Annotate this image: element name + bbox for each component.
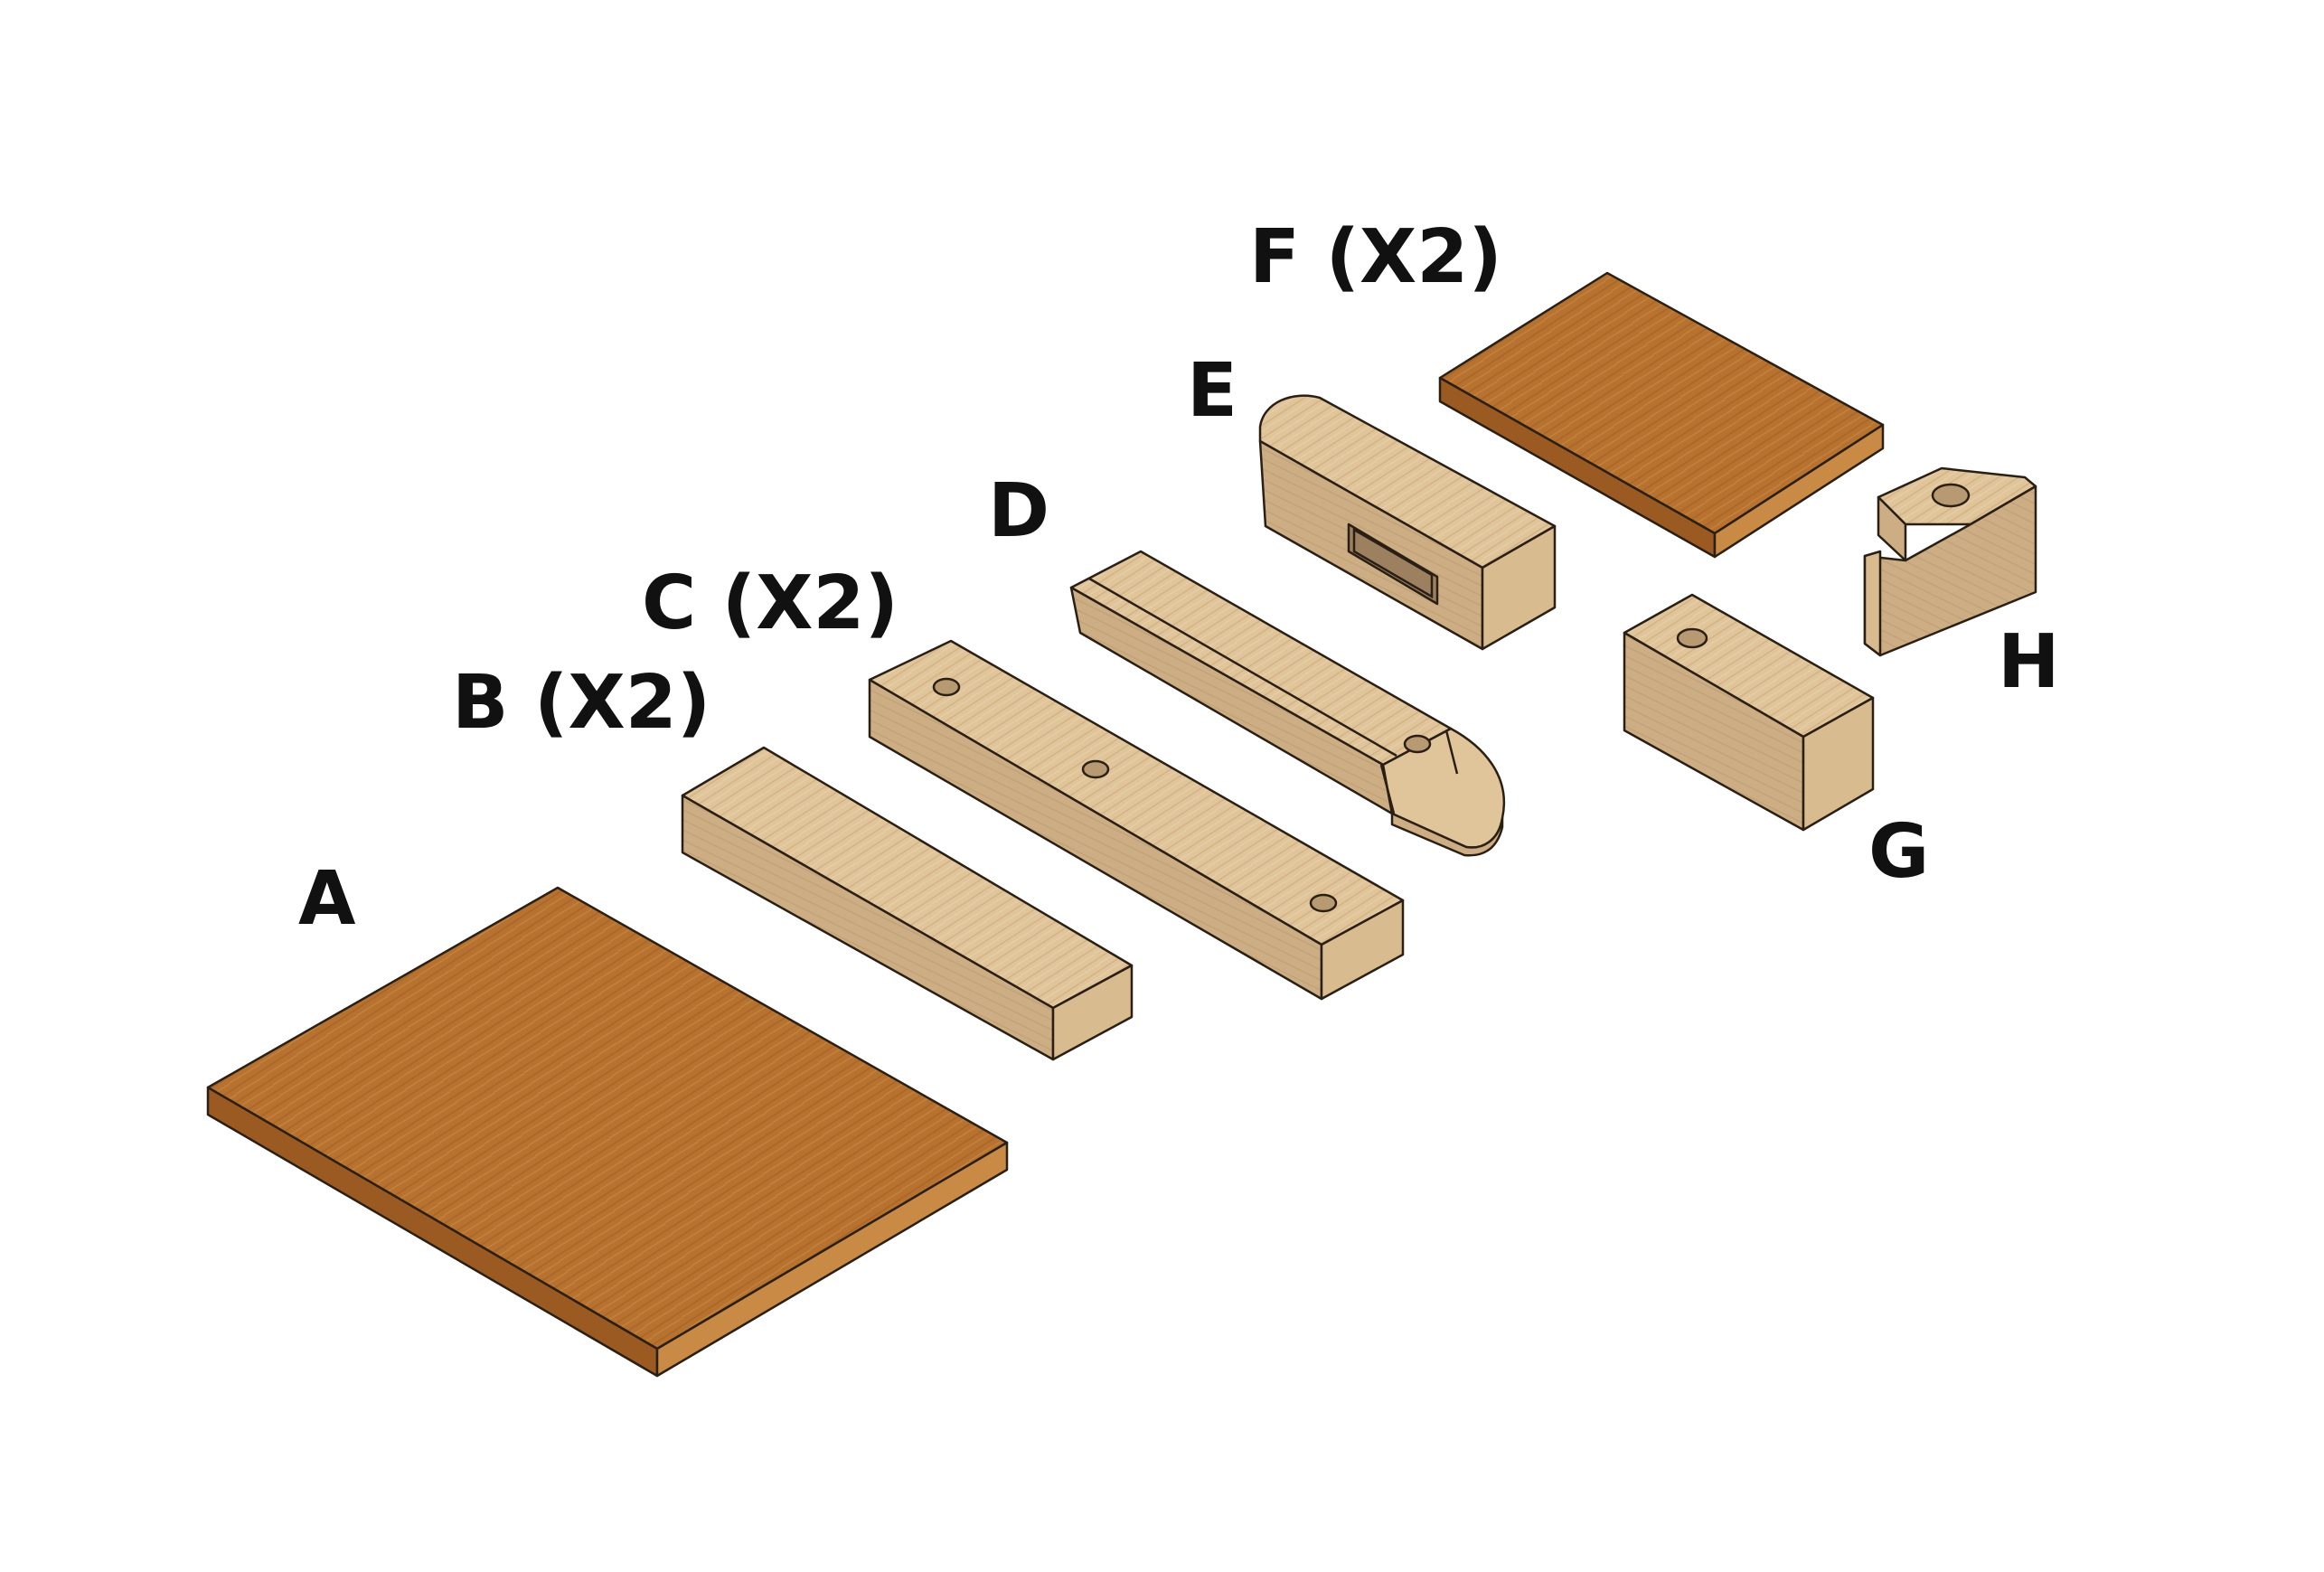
hole bbox=[1309, 893, 1338, 913]
label-a: A bbox=[298, 856, 356, 942]
label-c: C (X2) bbox=[642, 560, 899, 646]
part-h bbox=[1863, 466, 2037, 657]
part-e bbox=[1258, 394, 1557, 651]
part-d bbox=[1069, 550, 1505, 857]
label-h: H bbox=[1998, 619, 2060, 705]
hole bbox=[1081, 759, 1110, 779]
part-a bbox=[206, 886, 1009, 1378]
hole bbox=[1931, 483, 1971, 508]
label-f: F (X2) bbox=[1249, 214, 1502, 300]
hole bbox=[1403, 734, 1432, 754]
part-f bbox=[1438, 271, 1885, 559]
label-b: B (X2) bbox=[452, 660, 710, 746]
label-d: D bbox=[988, 468, 1049, 554]
hole bbox=[932, 677, 961, 697]
part-c bbox=[868, 639, 1405, 1001]
part-g bbox=[1623, 593, 1875, 832]
label-g: G bbox=[1868, 809, 1929, 895]
label-e: E bbox=[1187, 348, 1237, 434]
hole bbox=[1676, 627, 1708, 649]
part-b bbox=[681, 746, 1134, 1061]
